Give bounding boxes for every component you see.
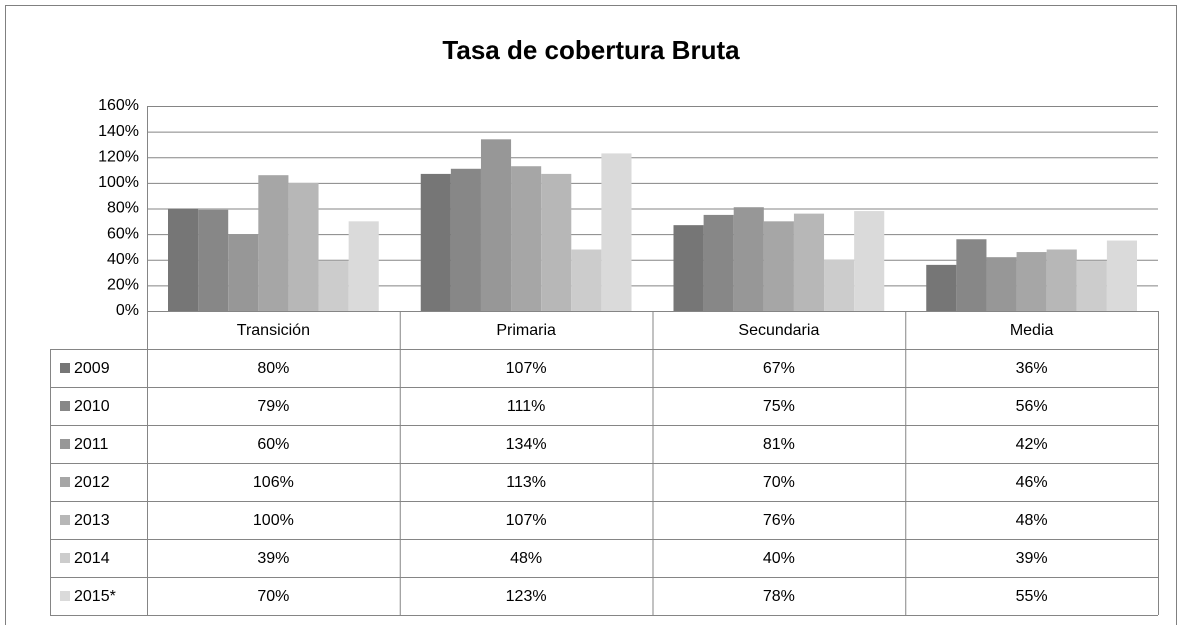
table-cell: 100% (253, 512, 294, 529)
y-tick-label: 0% (116, 302, 139, 319)
legend-key (60, 477, 70, 487)
legend-label: 2012 (74, 474, 110, 491)
table-cell: 76% (763, 512, 795, 529)
legend-label: 2009 (74, 360, 110, 377)
table-cell: 79% (257, 398, 289, 415)
legend-label: 2010 (74, 398, 110, 415)
legend-key (60, 439, 70, 449)
x-tick-label: Secundaria (738, 322, 819, 339)
table-cell: 55% (1016, 588, 1048, 605)
table-cell: 36% (1016, 360, 1048, 377)
bar (733, 207, 764, 311)
bar (1076, 261, 1107, 311)
bar (318, 261, 349, 311)
table-cell: 39% (1016, 550, 1048, 567)
bar (168, 208, 199, 311)
bar (511, 166, 542, 311)
legend-label: 2015* (74, 588, 116, 605)
table-cell: 46% (1016, 474, 1048, 491)
x-tick-label: Media (1010, 322, 1054, 339)
chart-border (5, 5, 1177, 625)
table-cell: 40% (763, 550, 795, 567)
x-tick-label: Transición (237, 322, 310, 339)
bar (288, 182, 319, 311)
table-cell: 134% (506, 436, 547, 453)
legend-key (60, 591, 70, 601)
y-tick-label: 20% (107, 277, 139, 294)
x-tick-label: Primaria (496, 322, 556, 339)
y-tick-label: 60% (107, 225, 139, 242)
table-cell: 113% (506, 474, 546, 491)
table-cell: 106% (253, 474, 294, 491)
table-cell: 107% (506, 512, 547, 529)
bar (703, 214, 734, 311)
bar (450, 168, 481, 311)
bar (571, 249, 602, 311)
legend-label: 2011 (74, 436, 109, 453)
bar (258, 175, 289, 311)
bar (926, 264, 957, 311)
table-cell: 123% (506, 588, 547, 605)
y-tick-label: 160% (98, 97, 139, 114)
bar (1046, 249, 1077, 311)
y-tick-label: 140% (98, 123, 139, 140)
bar (793, 213, 825, 311)
table-cell: 39% (257, 550, 289, 567)
legend-key (60, 553, 70, 563)
table-cell: 60% (257, 436, 289, 453)
bar (824, 259, 855, 311)
y-tick-label: 120% (98, 148, 139, 165)
legend-key (60, 363, 70, 373)
bar (854, 211, 885, 311)
legend-key (60, 515, 70, 525)
chart-title: Tasa de cobertura Bruta (442, 35, 740, 65)
table-cell: 81% (763, 436, 795, 453)
y-tick-label: 40% (107, 251, 139, 268)
legend-label: 2014 (74, 550, 110, 567)
y-tick-label: 100% (98, 174, 139, 191)
bar (956, 239, 987, 311)
table-cell: 78% (763, 588, 795, 605)
table-cell: 48% (510, 550, 542, 567)
bar (763, 221, 794, 311)
bar (228, 234, 259, 311)
table-cell: 67% (763, 360, 795, 377)
table-cell: 70% (257, 588, 289, 605)
bar (601, 153, 632, 311)
legend-key (60, 401, 70, 411)
bar (673, 225, 704, 311)
table-cell: 42% (1016, 436, 1048, 453)
table-cell: 48% (1016, 512, 1048, 529)
bar (986, 257, 1017, 311)
y-tick-label: 80% (107, 200, 139, 217)
legend-label: 2013 (74, 512, 110, 529)
table-cell: 70% (763, 474, 795, 491)
bar (1106, 240, 1137, 311)
table-cell: 75% (763, 398, 795, 415)
bar (541, 173, 572, 311)
bar (420, 173, 451, 311)
table-cell: 111% (507, 398, 546, 415)
bar (1016, 252, 1047, 311)
table-cell: 56% (1016, 398, 1048, 415)
bar (480, 139, 512, 311)
table-cell: 80% (257, 360, 289, 377)
bar (348, 221, 379, 311)
bar (198, 209, 229, 311)
table-cell: 107% (506, 360, 547, 377)
